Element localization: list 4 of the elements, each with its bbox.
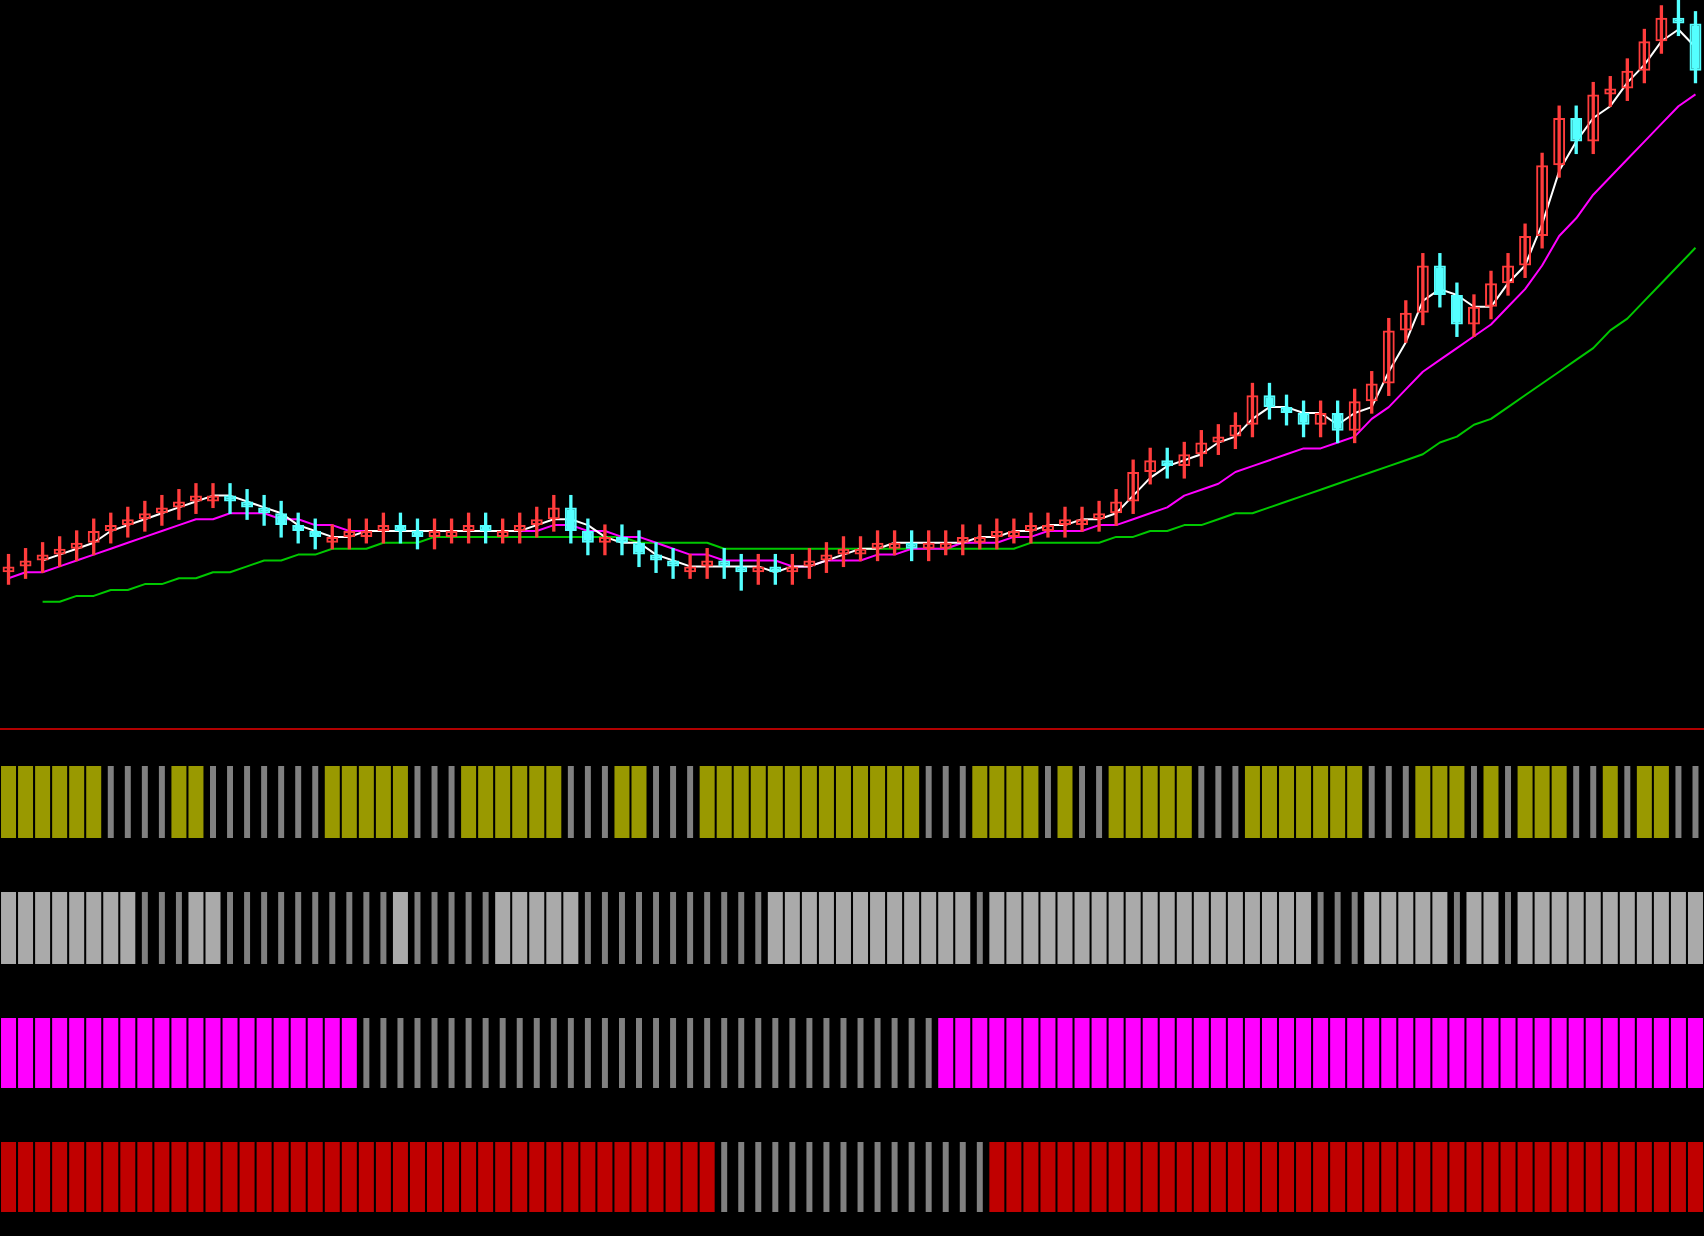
candlestick — [616, 524, 628, 556]
candlestick — [650, 542, 662, 573]
candlestick — [258, 494, 271, 526]
candlestick — [224, 483, 236, 514]
